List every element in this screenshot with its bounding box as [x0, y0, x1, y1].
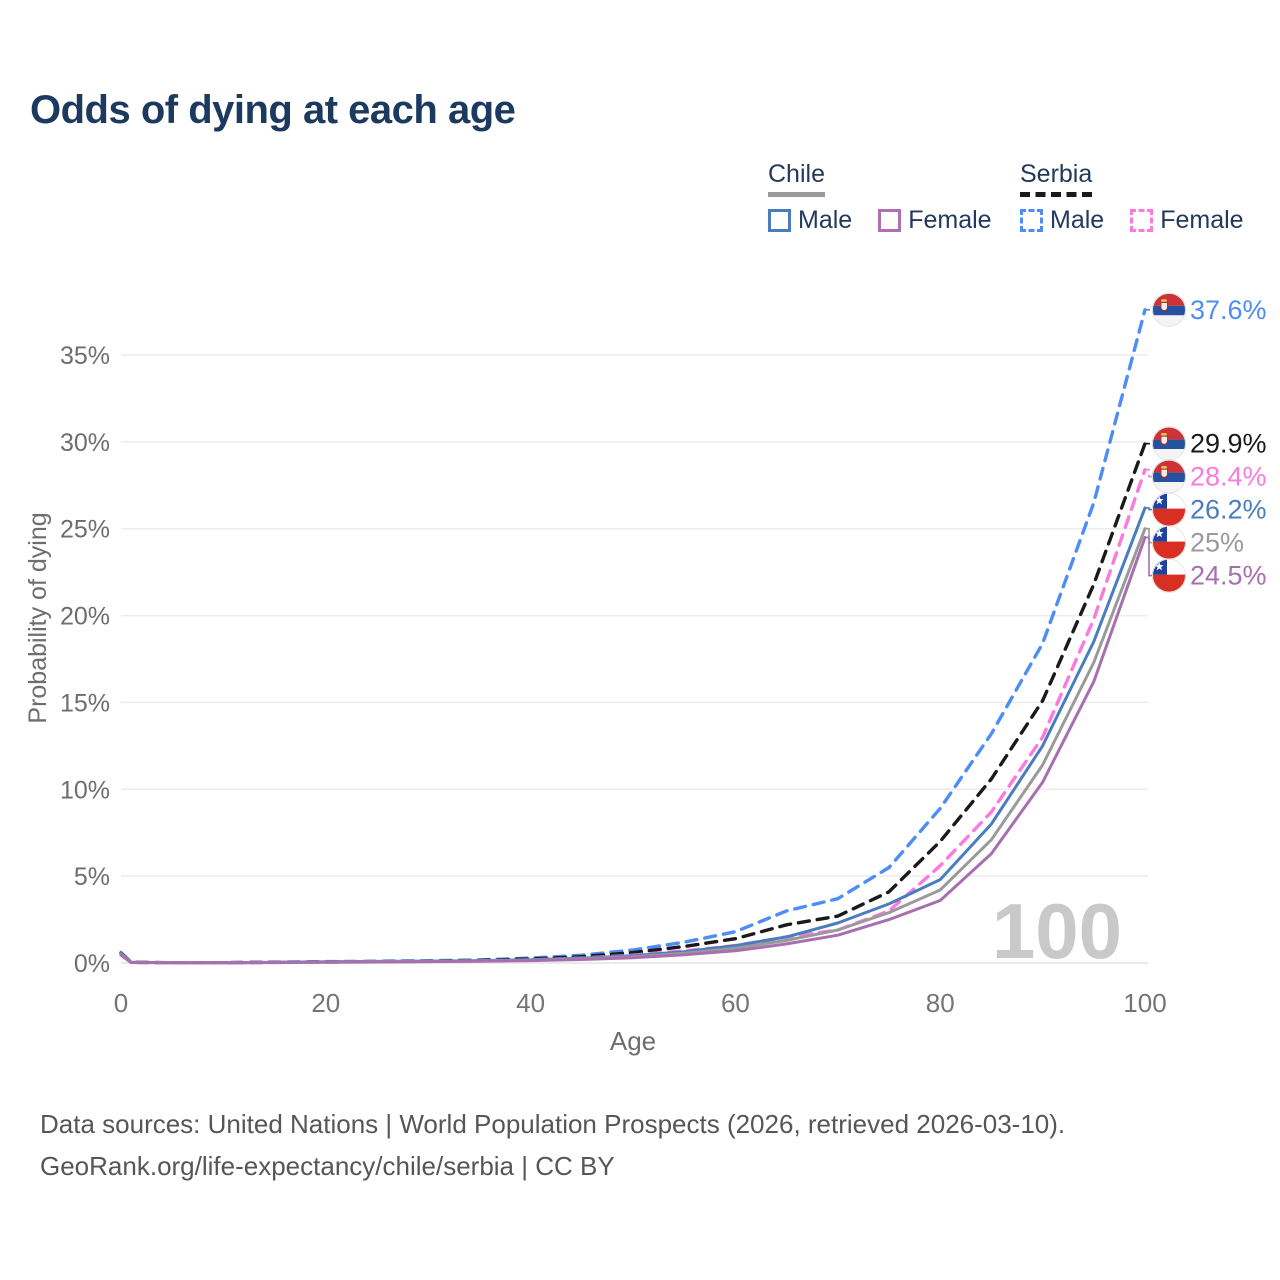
y-tick-label: 10%: [60, 776, 110, 804]
serbia-flag-icon: [1152, 427, 1186, 461]
y-tick-label: 20%: [60, 603, 110, 631]
attribution-line: GeoRank.org/life-expectancy/chile/serbia…: [40, 1151, 615, 1181]
end-label-serbia-all: 29.9%: [1145, 427, 1267, 461]
legend-item-serbia-female[interactable]: Female: [1130, 206, 1244, 235]
legend-group-serbia: Serbia Male Female: [1020, 160, 1244, 235]
x-axis-title: Age: [610, 1026, 656, 1056]
legend-item-chile-male[interactable]: Male: [768, 206, 852, 235]
legend-label: Female: [908, 206, 992, 234]
y-tick-label: 5%: [74, 863, 110, 891]
data-sources-line: Data sources: United Nations | World Pop…: [40, 1109, 1066, 1139]
x-axis-tick-labels: 0 20 40 60 80 100: [114, 988, 1167, 1018]
x-tick-label: 0: [114, 988, 128, 1018]
end-label-chile-female: 24.5%: [1145, 536, 1267, 593]
x-tick-label: 100: [1123, 988, 1166, 1018]
chile-flag-icon: [1152, 493, 1186, 527]
end-value-label: 24.5%: [1190, 561, 1267, 591]
label-connector: [1145, 507, 1153, 511]
label-connector: [1145, 468, 1153, 478]
legend-label: Female: [1160, 206, 1244, 234]
y-tick-label: 25%: [60, 516, 110, 544]
end-label-serbia-male: 37.6%: [1145, 293, 1267, 327]
series-line-serbia-female[interactable]: [119, 468, 1147, 965]
legend-heading-serbia: Serbia: [1020, 160, 1093, 197]
y-tick-label: 0%: [74, 950, 110, 978]
x-tick-label: 20: [311, 988, 340, 1018]
series-line-serbia-male[interactable]: [119, 308, 1147, 965]
end-label-serbia-female: 28.4%: [1145, 460, 1267, 494]
chile-flag-icon: [1152, 526, 1186, 560]
series-line-chile-female[interactable]: [119, 535, 1147, 965]
gridlines: [121, 354, 1148, 964]
series-lines: [119, 308, 1147, 965]
legend-heading-chile: Chile: [768, 160, 825, 197]
page-title: Odds of dying at each age: [30, 88, 516, 132]
y-tick-label: 30%: [60, 429, 110, 457]
end-value-label: 37.6%: [1190, 295, 1267, 325]
chile-male-swatch-icon[interactable]: [768, 209, 791, 232]
watermark-age-100: 100: [992, 887, 1122, 975]
y-tick-label: 35%: [60, 342, 110, 370]
serbia-female-swatch-icon[interactable]: [1130, 209, 1154, 232]
serbia-male-swatch-icon[interactable]: [1020, 209, 1043, 232]
legend-label: Male: [798, 206, 853, 234]
label-connector: [1145, 536, 1153, 577]
legend-item-serbia-male[interactable]: Male: [1020, 206, 1104, 235]
x-tick-label: 80: [926, 988, 955, 1018]
serbia-flag-icon: [1152, 293, 1186, 327]
end-value-label: 26.2%: [1190, 495, 1267, 525]
chile-female-swatch-icon[interactable]: [878, 209, 902, 232]
label-connector: [1145, 527, 1153, 544]
chile-flag-icon: [1152, 559, 1186, 593]
end-label-chile-all: 25%: [1145, 526, 1244, 560]
end-value-label: 28.4%: [1190, 462, 1267, 492]
legend-group-chile: Chile Male Female: [768, 160, 992, 235]
legend-item-chile-female[interactable]: Female: [878, 206, 992, 235]
y-axis-tick-labels: 0% 5% 10% 15% 20% 25% 30% 35%: [60, 342, 110, 978]
end-value-label: 25%: [1190, 528, 1244, 558]
legend-label: Male: [1050, 206, 1105, 234]
serbia-flag-icon: [1152, 460, 1186, 494]
footer: Data sources: United Nations | World Pop…: [40, 1103, 1065, 1187]
y-axis-title: Probability of dying: [24, 512, 52, 723]
end-value-label: 29.9%: [1190, 429, 1267, 459]
series-end-labels: 37.6% 29.9%28.4%26.2%25%24.5%: [1145, 293, 1267, 593]
y-tick-label: 15%: [60, 689, 110, 717]
end-label-chile-male: 26.2%: [1145, 493, 1267, 527]
x-tick-label: 40: [516, 988, 545, 1018]
x-tick-label: 60: [721, 988, 750, 1018]
